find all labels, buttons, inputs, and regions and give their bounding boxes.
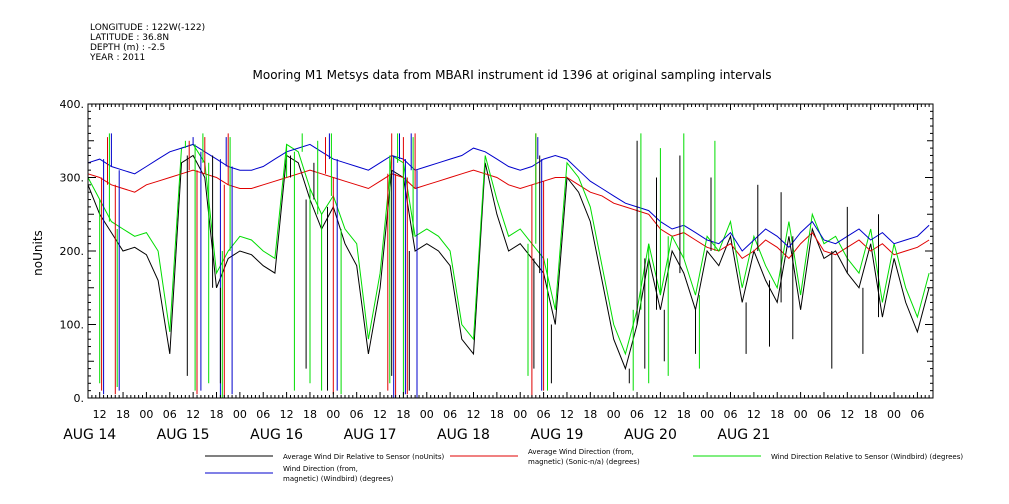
x-tick-label: 18 <box>490 408 504 421</box>
x-tick-label: 12 <box>93 408 107 421</box>
x-tick-label: 00 <box>794 408 808 421</box>
legend-label-3: magnetic) (Windbird) (degrees) <box>283 475 394 483</box>
x-tick-label: 00 <box>139 408 153 421</box>
x-tick-label: 06 <box>724 408 738 421</box>
x-tick-label: 12 <box>840 408 854 421</box>
x-tick-label: 00 <box>607 408 621 421</box>
header-line-depth: DEPTH (m) : -2.5 <box>90 43 165 53</box>
y-tick-label: 200. <box>60 245 85 258</box>
legend-label-3: Wind Direction (from, <box>283 465 358 473</box>
y-axis: 0. 100. 200. 300. 400. <box>60 98 933 405</box>
x-tick-label: 00 <box>700 408 714 421</box>
x-tick-label: 12 <box>467 408 481 421</box>
x-day-label: AUG 17 <box>344 427 397 443</box>
x-tick-label: 00 <box>887 408 901 421</box>
x-tick-label: 00 <box>513 408 527 421</box>
x-day-label: AUG 20 <box>624 427 677 443</box>
x-tick-label: 18 <box>864 408 878 421</box>
x-tick-label: 06 <box>256 408 270 421</box>
x-tick-label: 18 <box>770 408 784 421</box>
x-tick-label: 06 <box>350 408 364 421</box>
chart-title: Mooring M1 Metsys data from MBARI instru… <box>253 68 772 82</box>
x-tick-label: 18 <box>210 408 224 421</box>
legend-label-1: Average Wind Direction (from, <box>528 448 634 456</box>
x-tick-label: 06 <box>163 408 177 421</box>
x-day-label: AUG 21 <box>717 427 770 443</box>
legend-label-0: Average Wind Dir Relative to Sensor (noU… <box>283 453 444 461</box>
x-tick-label: 06 <box>910 408 924 421</box>
x-tick-label: 06 <box>817 408 831 421</box>
x-tick-label: 06 <box>443 408 457 421</box>
x-tick-label: 06 <box>537 408 551 421</box>
x-tick-label: 00 <box>233 408 247 421</box>
x-tick-label: 12 <box>653 408 667 421</box>
series-layer <box>87 133 930 398</box>
x-tick-label: 18 <box>583 408 597 421</box>
x-tick-label: 18 <box>116 408 130 421</box>
y-tick-label: 100. <box>60 319 85 332</box>
x-day-label: AUG 15 <box>157 427 210 443</box>
x-tick-label: 12 <box>747 408 761 421</box>
x-tick-label: 00 <box>326 408 340 421</box>
legend-label-1: magnetic) (Sonic-n/a) (degrees) <box>528 458 640 466</box>
series-line-2 <box>87 143 930 356</box>
header-line-longitude: LONGITUDE : 122W(-122) <box>90 23 205 33</box>
x-axis: 12 18 00 06 12 18 00 06 12 18 00 06 12 18 00 06 12 18 00 06… <box>63 104 934 443</box>
x-tick-label: 12 <box>186 408 200 421</box>
x-tick-label: 18 <box>677 408 691 421</box>
header-block: LONGITUDE : 122W(-122) LATITUDE : 36.8N … <box>89 23 205 63</box>
series-line-1 <box>87 169 930 260</box>
x-day-label: AUG 18 <box>437 427 490 443</box>
x-day-label: AUG 16 <box>250 427 303 443</box>
x-tick-label: 12 <box>280 408 294 421</box>
series-line-0 <box>87 154 930 371</box>
y-tick-label: 400. <box>60 98 85 111</box>
x-tick-label: 12 <box>560 408 574 421</box>
x-tick-label: 06 <box>630 408 644 421</box>
header-line-latitude: LATITUDE : 36.8N <box>90 33 169 43</box>
x-day-label: AUG 14 <box>63 427 116 443</box>
legend: Average Wind Dir Relative to Sensor (noU… <box>205 448 963 483</box>
y-tick-label: 0. <box>74 392 85 405</box>
plot-frame <box>87 103 934 399</box>
legend-label-2: Wind Direction Relative to Sensor (Windb… <box>771 453 963 461</box>
x-tick-label: 00 <box>420 408 434 421</box>
x-tick-label: 18 <box>396 408 410 421</box>
x-tick-label: 18 <box>303 408 317 421</box>
y-axis-label: noUnits <box>31 230 45 276</box>
x-day-label: AUG 19 <box>530 427 583 443</box>
header-line-year: YEAR : 2011 <box>89 53 145 63</box>
x-tick-label: 12 <box>373 408 387 421</box>
y-tick-label: 300. <box>60 172 85 185</box>
